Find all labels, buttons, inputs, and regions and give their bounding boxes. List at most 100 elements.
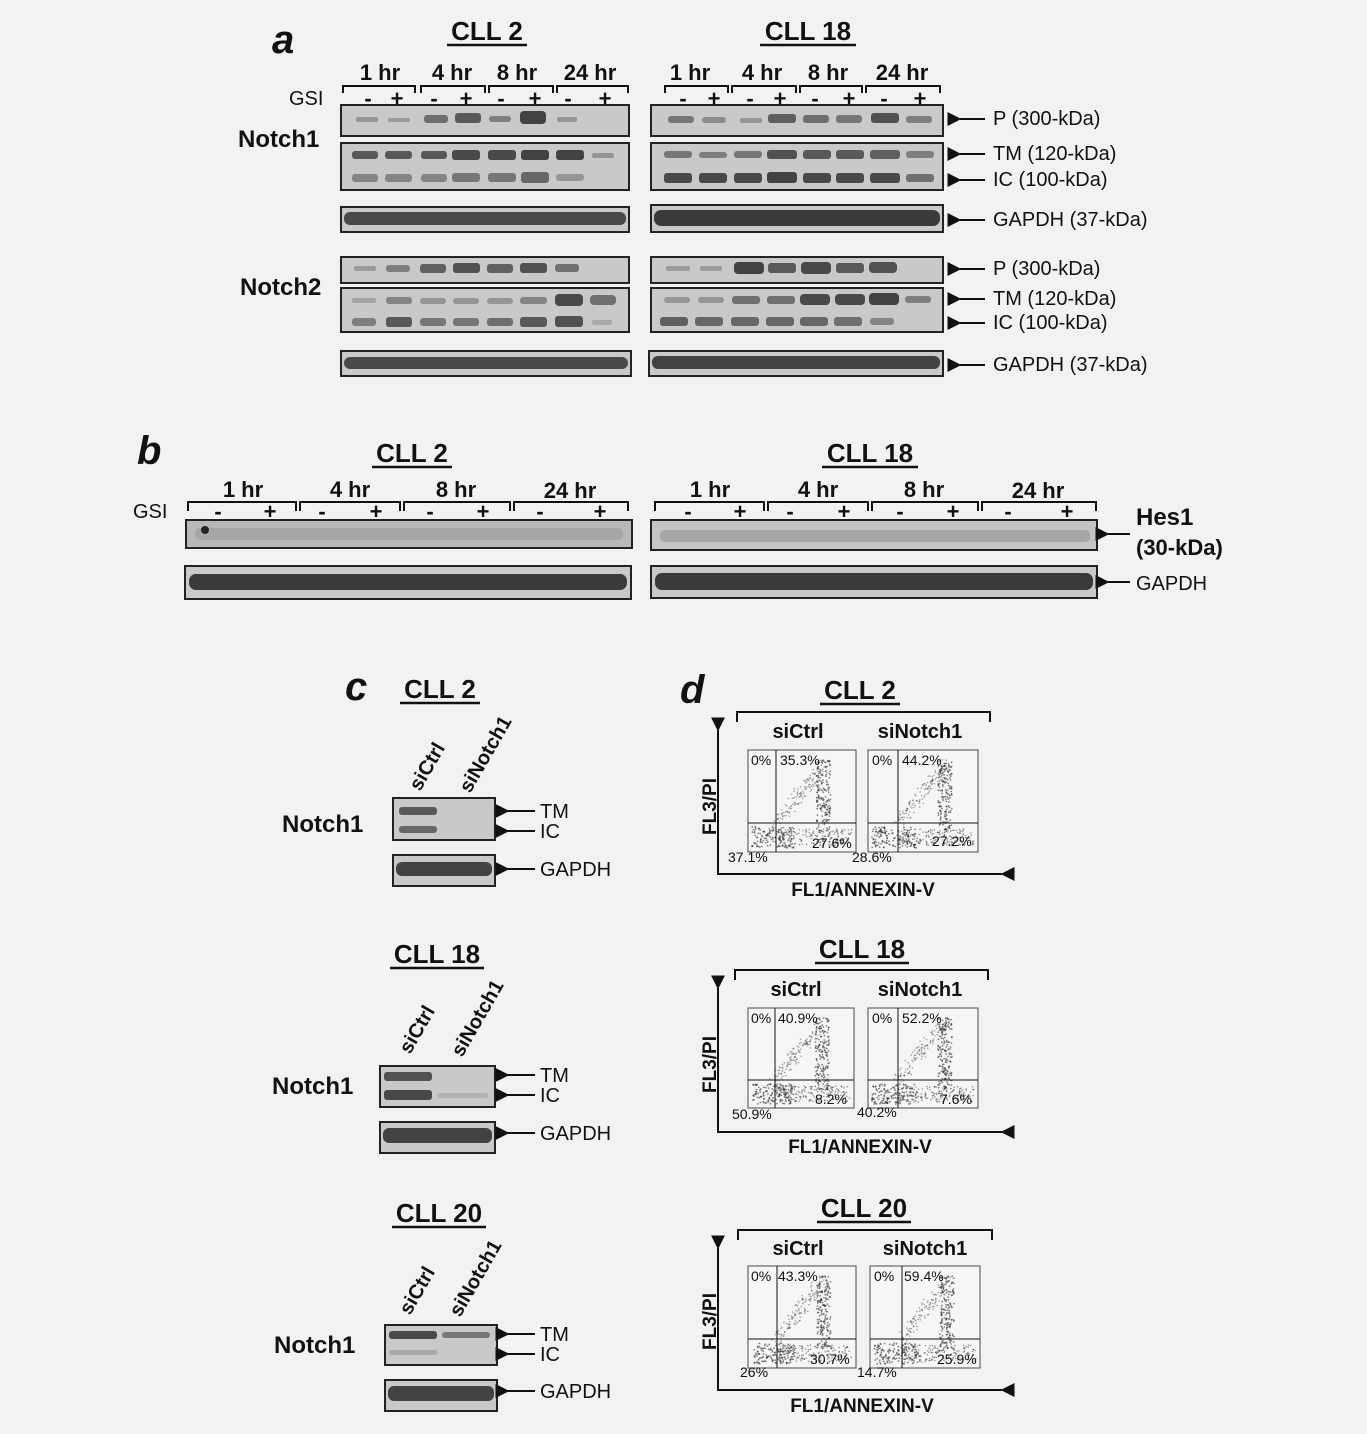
time-label: 1 hr bbox=[670, 60, 711, 85]
panel-a-title-cll18: CLL 18 bbox=[765, 16, 851, 46]
protein-label-notch2: Notch2 bbox=[240, 274, 321, 301]
quadrant-ur: 40.9% bbox=[778, 1010, 818, 1026]
quadrant-ul: 0% bbox=[751, 752, 771, 768]
blot-notch1-p bbox=[340, 104, 944, 137]
quadrant-ur: 52.2% bbox=[902, 1010, 942, 1026]
plus-sign: + bbox=[594, 499, 607, 524]
quadrant-ll: 37.1% bbox=[728, 849, 768, 865]
minus-sign: - bbox=[786, 499, 793, 524]
panel-c-cll20: CLL 20 siCtrl siNotch1 Notch1 TM IC GAPD… bbox=[274, 1198, 611, 1412]
protein-label: Notch1 bbox=[274, 1332, 355, 1359]
panel-b-letter: b bbox=[137, 429, 161, 473]
minus-sign: - bbox=[426, 499, 433, 524]
time-label: 8 hr bbox=[904, 477, 945, 502]
minus-sign: - bbox=[679, 86, 686, 111]
blot-notch2-gapdh bbox=[340, 350, 944, 377]
y-axis-label: FL3/PI bbox=[700, 1293, 721, 1350]
quadrant-ur: 59.4% bbox=[904, 1268, 944, 1284]
panel-c-letter: c bbox=[345, 665, 367, 709]
quadrant-ur: 44.2% bbox=[902, 752, 942, 768]
hes1-label: Hes1 bbox=[1136, 504, 1193, 531]
quadrant-ll: 40.2% bbox=[857, 1104, 897, 1120]
panel-c-title: CLL 20 bbox=[396, 1198, 482, 1228]
panel-a: a CLL 2 1 hr 4 hr 8 hr 24 hr GSI - + - +… bbox=[238, 16, 1147, 377]
plus-sign: + bbox=[1061, 499, 1074, 524]
band-label: P (300-kDa) bbox=[993, 258, 1100, 280]
minus-sign: - bbox=[364, 86, 371, 111]
protein-label: Notch1 bbox=[282, 811, 363, 838]
minus-sign: - bbox=[880, 86, 887, 111]
time-label: 8 hr bbox=[808, 60, 849, 85]
quadrant-lr: 30.7% bbox=[810, 1351, 850, 1367]
condition-label: siNotch1 bbox=[883, 1238, 967, 1260]
minus-sign: - bbox=[684, 499, 691, 524]
minus-sign: - bbox=[896, 499, 903, 524]
time-label: 1 hr bbox=[360, 60, 401, 85]
y-axis-label: FL3/PI bbox=[700, 778, 721, 835]
plus-sign: + bbox=[370, 499, 383, 524]
panel-a-title-cll2: CLL 2 bbox=[451, 16, 523, 46]
time-label: 4 hr bbox=[432, 60, 473, 85]
minus-sign: - bbox=[318, 499, 325, 524]
gapdh-label: GAPDH bbox=[1136, 573, 1207, 595]
panel-c-cll2: CLL 2 siCtrl siNotch1 Notch1 TM IC GAPDH bbox=[282, 674, 611, 887]
lane-label: siCtrl bbox=[405, 739, 450, 794]
time-label: 4 hr bbox=[742, 60, 783, 85]
gsi-label: GSI bbox=[133, 501, 167, 523]
band-label: GAPDH bbox=[540, 1381, 611, 1403]
x-axis-label: FL1/ANNEXIN-V bbox=[791, 880, 935, 901]
band-label: P (300-kDa) bbox=[993, 108, 1100, 130]
time-label: 4 hr bbox=[330, 477, 371, 502]
plus-sign: + bbox=[477, 499, 490, 524]
quadrant-ul: 0% bbox=[872, 752, 892, 768]
x-axis-label: FL1/ANNEXIN-V bbox=[790, 1396, 934, 1417]
x-axis-label: FL1/ANNEXIN-V bbox=[788, 1137, 932, 1158]
quadrant-ul: 0% bbox=[874, 1268, 894, 1284]
condition-label: siNotch1 bbox=[878, 721, 962, 743]
quadrant-ul: 0% bbox=[751, 1010, 771, 1026]
quadrant-lr: 25.9% bbox=[937, 1351, 977, 1367]
panel-d-title: CLL 2 bbox=[824, 675, 896, 705]
plus-sign: + bbox=[264, 499, 277, 524]
panel-c-cll18: CLL 18 siCtrl siNotch1 Notch1 TM IC GAPD… bbox=[272, 939, 611, 1154]
time-label: 8 hr bbox=[497, 60, 538, 85]
blot-hes1 bbox=[185, 519, 1098, 551]
blot-notch1-gapdh bbox=[340, 204, 944, 233]
lane-label: siCtrl bbox=[395, 1002, 440, 1057]
lane-label: siNotch1 bbox=[445, 1236, 506, 1320]
quadrant-ll: 14.7% bbox=[857, 1364, 897, 1380]
band-label: IC bbox=[540, 1085, 560, 1107]
minus-sign: - bbox=[536, 499, 543, 524]
quadrant-ll: 50.9% bbox=[732, 1106, 772, 1122]
blot-hes1-gapdh bbox=[184, 565, 1098, 600]
blot-notch2-tm-ic bbox=[340, 287, 944, 333]
panel-d-cll2: CLL 2 siCtrl siNotch1 FL3/PI FL1/ANNEXIN… bbox=[700, 675, 1015, 901]
band-label: GAPDH bbox=[540, 859, 611, 881]
band-label: IC bbox=[540, 821, 560, 843]
band-label: GAPDH (37-kDa) bbox=[993, 354, 1147, 376]
minus-sign: - bbox=[811, 86, 818, 111]
panel-d-title: CLL 18 bbox=[819, 934, 905, 964]
y-axis-label: FL3/PI bbox=[700, 1036, 721, 1093]
lane-label: siCtrl bbox=[395, 1263, 440, 1318]
lane-label: siNotch1 bbox=[447, 976, 508, 1060]
quadrant-ul: 0% bbox=[872, 1010, 892, 1026]
time-label: 1 hr bbox=[223, 477, 264, 502]
band-label: TM bbox=[540, 1065, 569, 1087]
band-label: TM (120-kDa) bbox=[993, 288, 1116, 310]
panel-d-cll20: CLL 20 siCtrl siNotch1 FL3/PI FL1/ANNEXI… bbox=[700, 1193, 1015, 1417]
band-label: TM bbox=[540, 801, 569, 823]
band-label: TM bbox=[540, 1324, 569, 1346]
condition-label: siCtrl bbox=[770, 979, 821, 1001]
time-label: 8 hr bbox=[436, 477, 477, 502]
condition-label: siCtrl bbox=[772, 1238, 823, 1260]
panel-a-letter: a bbox=[272, 18, 294, 62]
minus-sign: - bbox=[746, 86, 753, 111]
panel-b: b CLL 2 CLL 18 1 hr 4 hr 8 hr 24 hr 1 hr… bbox=[133, 429, 1223, 600]
quadrant-ur: 43.3% bbox=[778, 1268, 818, 1284]
labels-notch2: P (300-kDa) TM (120-kDa) IC (100-kDa) GA… bbox=[947, 258, 1147, 376]
panel-b-title-cll2: CLL 2 bbox=[376, 438, 448, 468]
labels-notch1: P (300-kDa) TM (120-kDa) IC (100-kDa) GA… bbox=[947, 108, 1147, 231]
blot-notch2-p bbox=[340, 256, 944, 284]
